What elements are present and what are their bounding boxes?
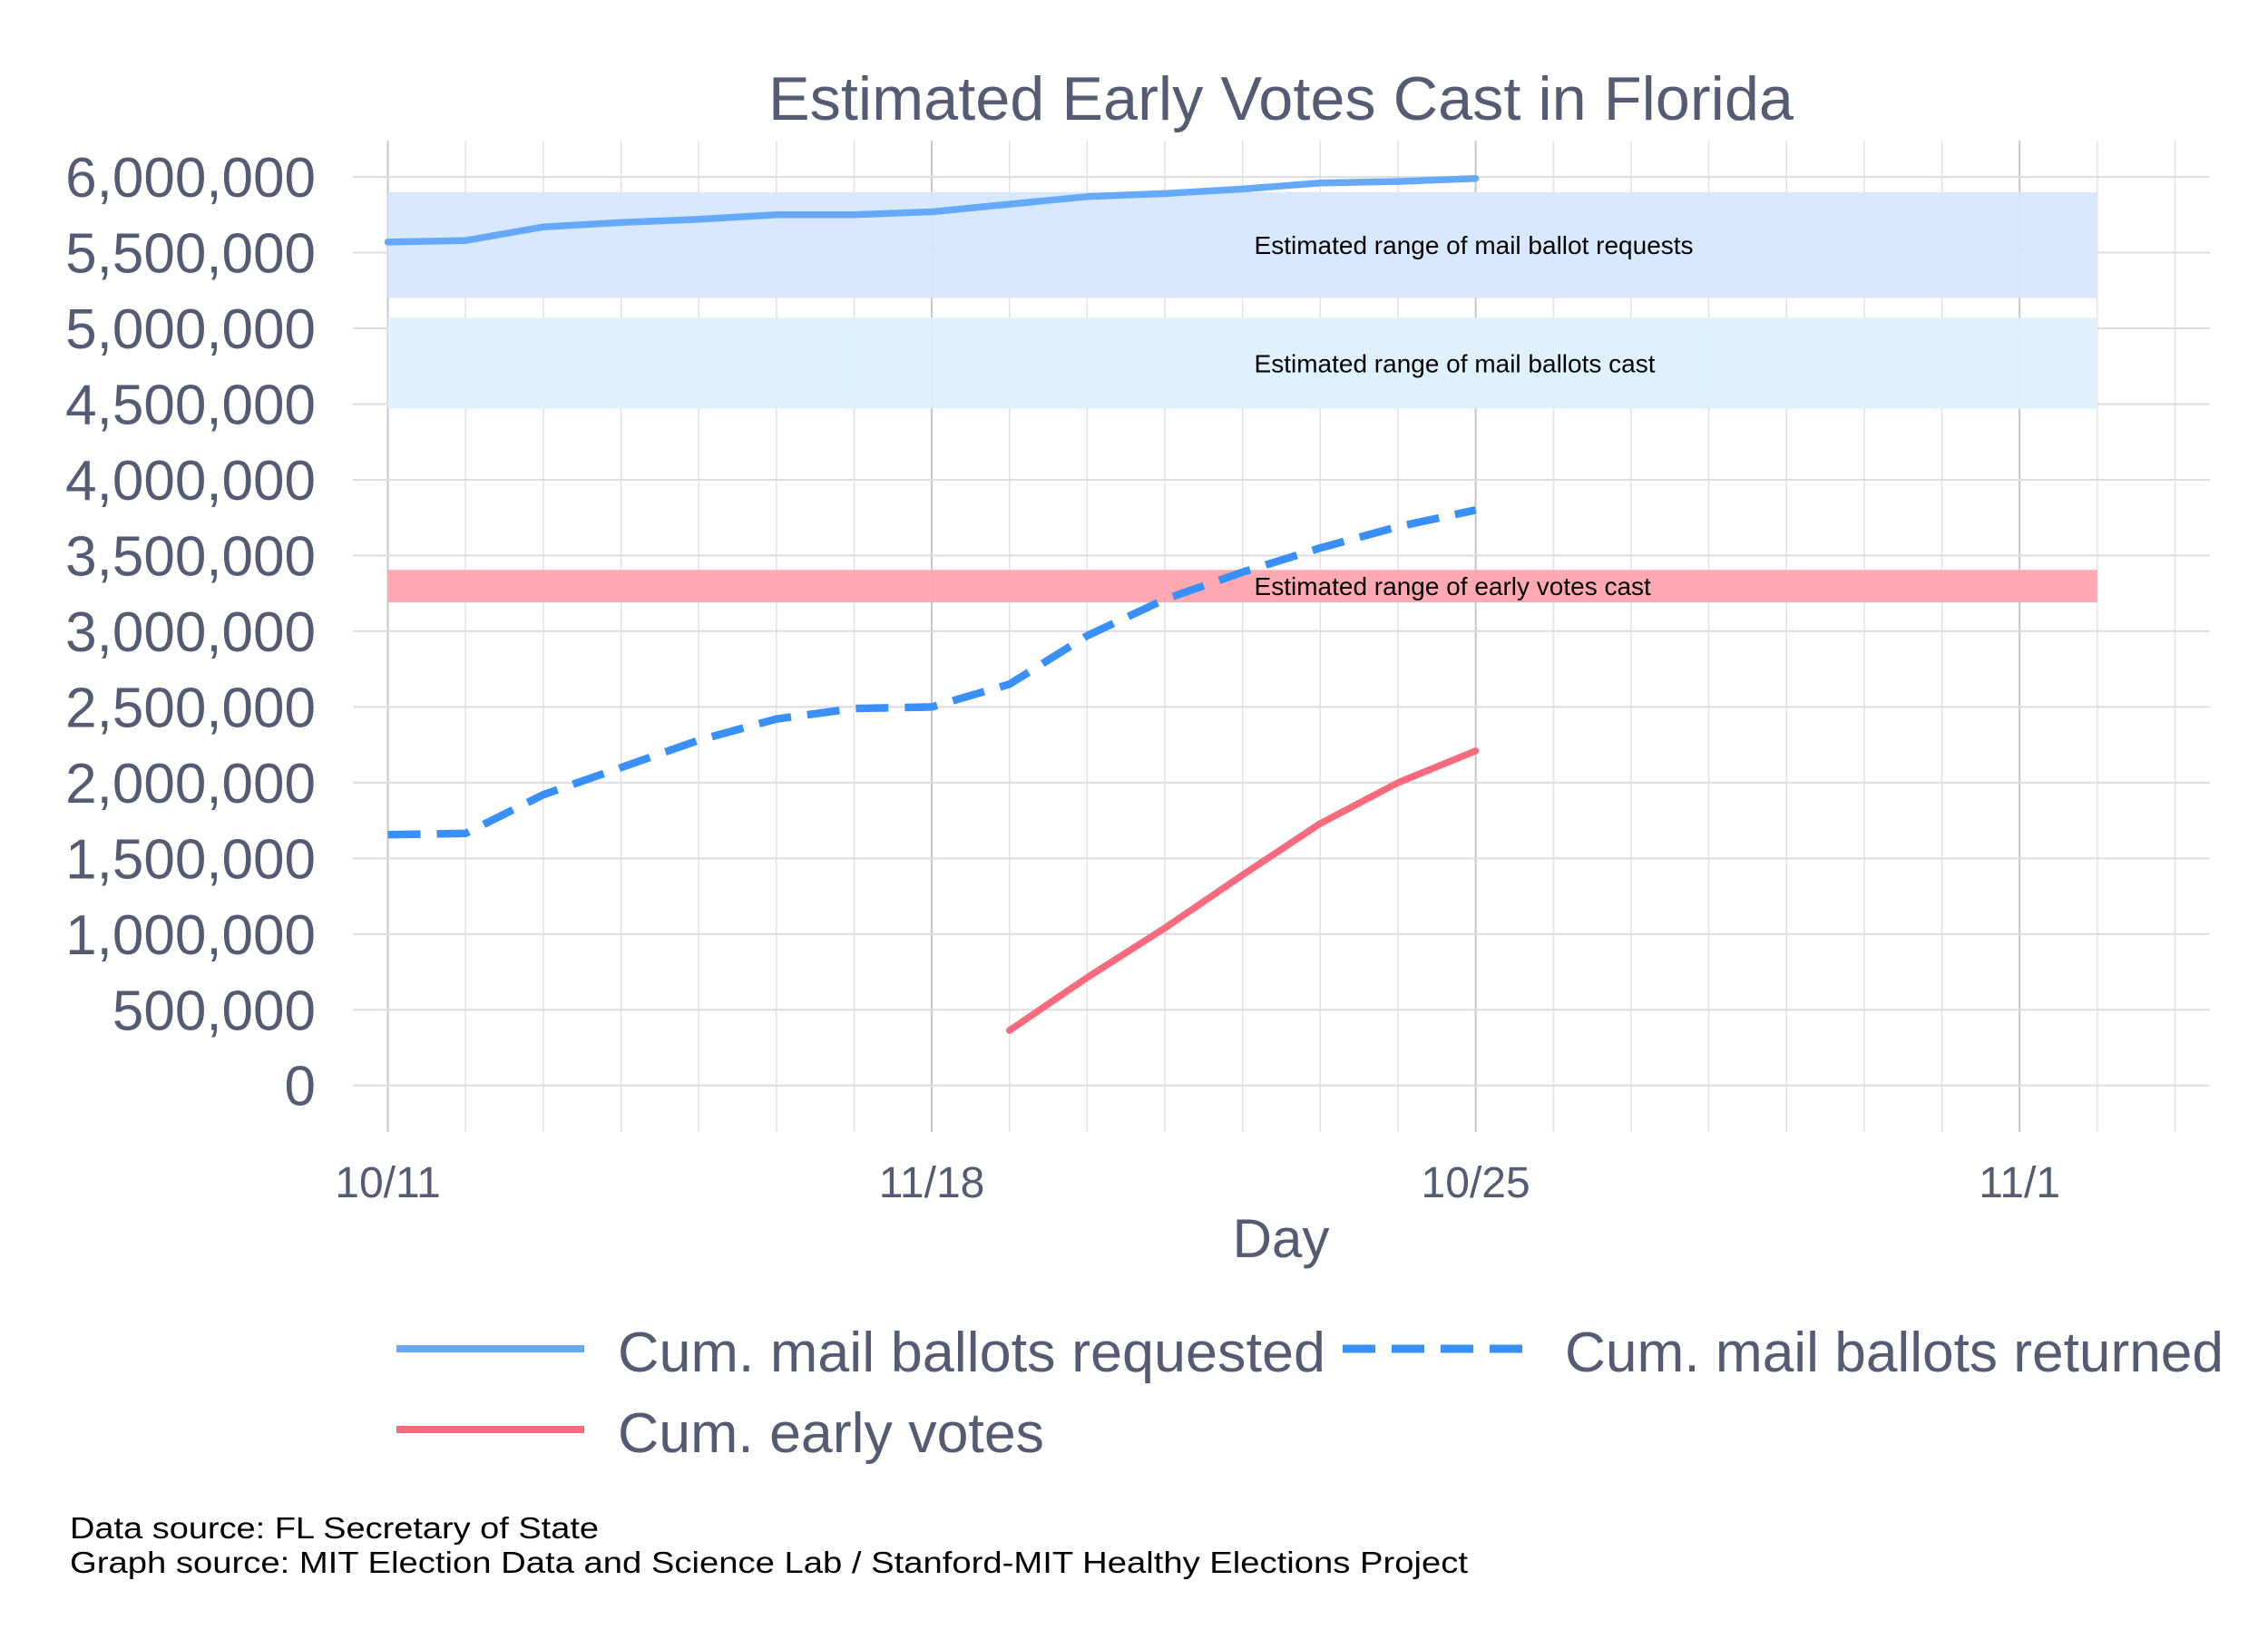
series-line-cum-mail-ballots-requested bbox=[384, 174, 1480, 246]
range-band-labels: Estimated range of mail ballot requests E… bbox=[1255, 231, 1694, 600]
range-band-label: Estimated range of early votes cast bbox=[1255, 572, 1652, 600]
x-axis-label: Day bbox=[1233, 1208, 1330, 1269]
y-axis-tick-labels: 6,000,000 5,500,000 5,000,000 4,500,000 4,00… bbox=[65, 147, 316, 1118]
y-tick-label: 6,000,000 bbox=[65, 147, 316, 210]
range-band bbox=[387, 191, 2097, 298]
range-band bbox=[387, 317, 2097, 409]
y-tick-label: 4,500,000 bbox=[65, 374, 316, 436]
y-tick-label: 0 bbox=[285, 1056, 316, 1118]
y-tick-label: 5,500,000 bbox=[65, 223, 316, 286]
legend-label-early-votes: Cum. early votes bbox=[618, 1402, 1044, 1465]
y-tick-label: 1,500,000 bbox=[65, 828, 316, 891]
minor-gridlines bbox=[464, 141, 2176, 1132]
legend: Cum. mail ballots requested Cum. mail ba… bbox=[396, 1322, 2224, 1465]
caption: Data source: FL Secretary of State Graph… bbox=[70, 1511, 1468, 1579]
range-band-label: Estimated range of mail ballots cast bbox=[1255, 349, 1656, 377]
series-lines bbox=[384, 174, 1480, 1034]
series-line-cum-mail-ballots-returned bbox=[387, 506, 1477, 839]
chart-title: Estimated Early Votes Cast in Florida bbox=[768, 64, 1794, 133]
y-tick-label: 3,500,000 bbox=[65, 525, 316, 588]
caption-data-source: Data source: FL Secretary of State bbox=[70, 1511, 599, 1545]
y-tick-label: 2,500,000 bbox=[65, 677, 316, 739]
range-bands bbox=[387, 191, 2097, 603]
x-tick-label: 10/25 bbox=[1422, 1159, 1530, 1207]
x-tick-label: 10/11 bbox=[335, 1159, 441, 1207]
x-tick-label: 11/18 bbox=[879, 1159, 985, 1207]
legend-label-requested: Cum. mail ballots requested bbox=[618, 1322, 1325, 1384]
series-line-cum-early-votes bbox=[1005, 747, 1480, 1034]
legend-label-returned: Cum. mail ballots returned bbox=[1565, 1322, 2224, 1384]
caption-graph-source: Graph source: MIT Election Data and Scie… bbox=[70, 1546, 1468, 1579]
y-tick-label: 2,000,000 bbox=[65, 753, 316, 815]
y-tick-label: 1,000,000 bbox=[65, 904, 316, 967]
x-tick-label: 11/1 bbox=[1979, 1159, 2060, 1207]
y-tick-label: 3,000,000 bbox=[65, 601, 316, 664]
x-axis-tick-labels: 10/11 11/18 10/25 11/1 bbox=[335, 1159, 2060, 1207]
range-band-label: Estimated range of mail ballot requests bbox=[1255, 231, 1694, 259]
y-tick-label: 500,000 bbox=[112, 980, 316, 1042]
y-tick-label: 4,000,000 bbox=[65, 450, 316, 512]
y-tick-label: 5,000,000 bbox=[65, 298, 316, 361]
